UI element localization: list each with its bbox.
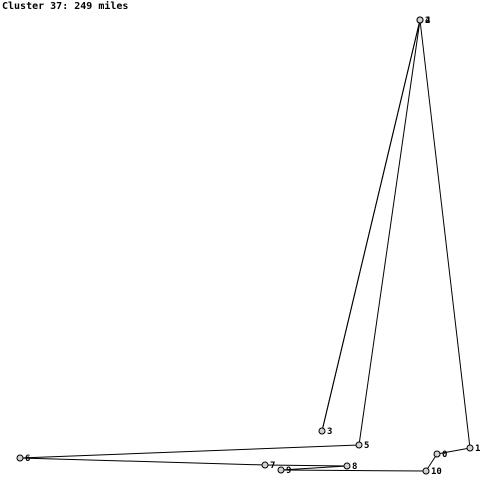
node-label-1: 1 bbox=[475, 444, 480, 454]
node-label-10: 10 bbox=[431, 467, 442, 477]
node-marker-10 bbox=[422, 467, 430, 475]
node-marker-5 bbox=[355, 441, 363, 449]
node-label-3: 3 bbox=[327, 427, 332, 437]
node-marker-4 bbox=[416, 16, 424, 24]
node-8: 8 bbox=[343, 462, 357, 472]
cluster-title: Cluster 37: 249 miles bbox=[2, 1, 129, 12]
route-edges bbox=[19, 19, 471, 472]
node-5: 5 bbox=[355, 441, 369, 451]
route-edge-3-2 bbox=[321, 19, 421, 432]
node-marker-1 bbox=[466, 444, 474, 452]
node-label-8: 8 bbox=[352, 462, 357, 472]
node-label-7: 7 bbox=[270, 461, 275, 471]
node-marker-6 bbox=[16, 454, 24, 462]
route-edge-9-8 bbox=[280, 465, 348, 471]
node-6: 6 bbox=[16, 454, 30, 464]
node-label-9: 9 bbox=[286, 466, 291, 476]
node-label-5: 5 bbox=[364, 441, 369, 451]
node-3: 3 bbox=[318, 427, 332, 437]
node-marker-8 bbox=[343, 462, 351, 470]
node-1: 1 bbox=[466, 444, 480, 454]
node-label-0: 0 bbox=[442, 450, 447, 460]
node-7: 7 bbox=[261, 461, 275, 471]
node-label-4: 4 bbox=[425, 16, 431, 26]
node-marker-7 bbox=[261, 461, 269, 469]
route-edge-1-0 bbox=[436, 447, 471, 455]
route-edge-8-7 bbox=[264, 464, 348, 467]
route-edge-6-5 bbox=[19, 444, 360, 459]
route-edge-5-4 bbox=[358, 19, 421, 446]
route-edge-2-1 bbox=[419, 19, 471, 449]
node-0: 0 bbox=[433, 450, 447, 460]
route-edge-10-9 bbox=[280, 469, 427, 472]
route-edge-7-6 bbox=[19, 457, 266, 466]
route-nodes: 0 1 2 3 4 5 6 7 8 9 10 bbox=[16, 16, 480, 477]
node-label-6: 6 bbox=[25, 454, 30, 464]
node-4: 4 bbox=[416, 16, 431, 26]
node-marker-3 bbox=[318, 427, 326, 435]
node-label-2: 2 bbox=[425, 16, 430, 26]
node-10: 10 bbox=[422, 467, 442, 477]
node-9: 9 bbox=[277, 466, 291, 476]
node-marker-0 bbox=[433, 450, 441, 458]
node-marker-9 bbox=[277, 466, 285, 474]
